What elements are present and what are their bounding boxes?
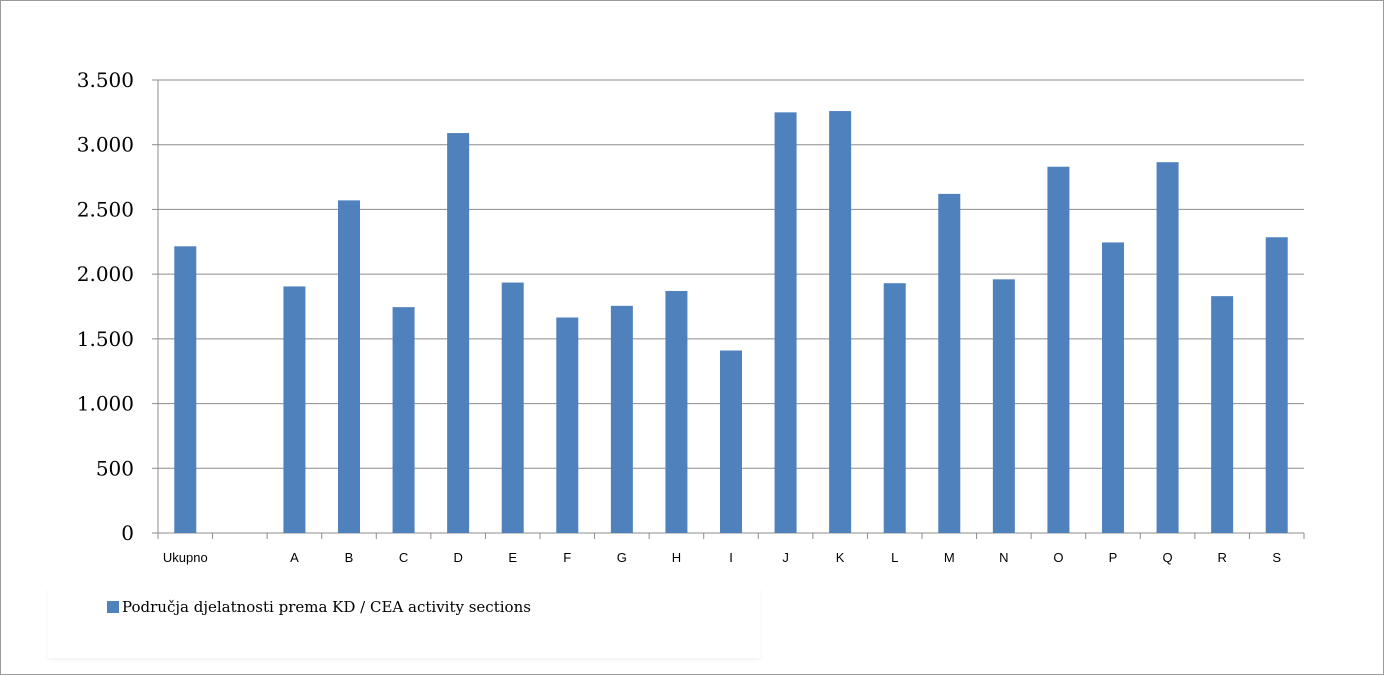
bar [447, 133, 470, 533]
bar [392, 307, 415, 533]
bar [1156, 162, 1179, 534]
x-tick-label: Ukupno [163, 550, 208, 565]
bar [665, 290, 688, 533]
x-tick-label: H [672, 550, 681, 565]
y-tick-labels: 0 500 1.000 1.500 2.000 2.500 3.000 3.500 [77, 68, 134, 545]
x-tick-label: K [836, 550, 845, 565]
bar [283, 286, 306, 533]
legend-label: Područja djelatnosti prema KD / CEA acti… [122, 598, 531, 616]
bar [938, 193, 961, 533]
x-tick-label: J [782, 550, 789, 565]
y-tick-label: 3.500 [77, 68, 134, 92]
x-tick-label: B [345, 550, 354, 565]
x-tick-label: P [1109, 550, 1118, 565]
bar [501, 282, 524, 533]
x-tick-label: R [1217, 550, 1226, 565]
legend-swatch [107, 601, 119, 613]
bar [174, 246, 197, 533]
y-tick-label: 2.000 [77, 262, 134, 286]
y-tick-label: 500 [96, 456, 134, 480]
bar [1265, 237, 1288, 533]
x-tick-label: F [563, 550, 571, 565]
x-tick-label: O [1053, 550, 1063, 565]
x-tick-label: D [453, 550, 462, 565]
x-tick-label: C [399, 550, 408, 565]
x-tick-label: A [290, 550, 299, 565]
bar [1211, 296, 1234, 533]
bar [829, 111, 852, 533]
x-tick-label: E [508, 550, 517, 565]
bar [992, 279, 1015, 533]
legend-entry: Područja djelatnosti prema KD / CEA acti… [107, 598, 531, 616]
bars [174, 111, 1288, 534]
x-tick-label: M [944, 550, 955, 565]
y-tick-label: 0 [121, 521, 134, 545]
x-tick-label: G [617, 550, 627, 565]
x-tick-label: L [891, 550, 898, 565]
bar [1047, 166, 1070, 533]
y-tick-label: 2.500 [77, 197, 134, 221]
x-tick-label: I [729, 550, 733, 565]
bar [556, 317, 579, 533]
bar [338, 200, 360, 533]
x-tick-label: Q [1163, 550, 1173, 565]
x-tick-labels: Ukupno A B C D E F G H I J K L M N O P Q R S [163, 550, 1281, 565]
y-tick-label: 1.500 [77, 327, 134, 351]
bar [720, 350, 742, 533]
y-tick-label: 3.000 [77, 133, 134, 157]
bar [774, 112, 797, 533]
bar [610, 305, 633, 533]
y-tick-label: 1.000 [77, 392, 134, 416]
x-tick-label: S [1272, 550, 1281, 565]
bar [1102, 242, 1124, 533]
x-tick-label: N [999, 550, 1008, 565]
bar [883, 283, 906, 533]
